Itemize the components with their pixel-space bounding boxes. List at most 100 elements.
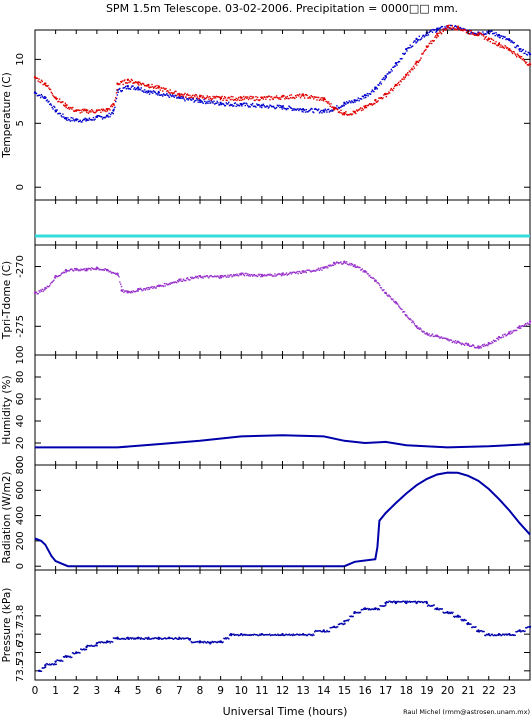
data-point [133,88,135,90]
data-point [395,601,398,603]
data-point [122,87,124,89]
x-tick-label: 0 [32,685,39,697]
data-point [416,601,418,604]
data-point [151,285,153,288]
data-point [353,99,355,101]
data-point [176,94,178,97]
data-point [393,300,395,302]
data-point [280,105,282,107]
data-point [488,32,491,35]
data-point [44,289,46,291]
data-point [324,266,326,268]
data-point [336,626,338,628]
data-point [190,99,193,101]
data-point [523,59,525,62]
data-point [72,106,74,109]
data-point [101,109,104,112]
data-point [129,637,132,639]
x-tick-label: 22 [482,685,495,697]
data-point [359,611,362,614]
data-point [335,262,337,264]
data-point [426,605,429,607]
data-point [115,637,117,639]
data-point [156,637,158,640]
data-point [200,101,202,103]
data-point [414,40,416,42]
data-point [468,623,471,625]
data-point [499,337,501,339]
data-point [343,114,345,116]
data-point [180,278,182,280]
data-point [440,33,443,35]
data-point [116,638,119,640]
data-point [265,106,267,108]
data-point [205,101,208,103]
data-point [308,633,310,635]
data-point [111,271,114,274]
data-point [395,63,397,65]
data-point [360,109,363,112]
data-point [393,301,396,304]
data-point [158,94,161,96]
data-point [200,276,202,278]
data-point [359,98,361,100]
data-point [511,634,513,636]
data-point [398,60,401,63]
data-point [269,104,271,106]
data-point [182,637,184,639]
data-point [314,629,317,632]
data-point [134,88,137,91]
data-point [108,271,110,273]
data-point [514,46,516,48]
data-point [493,32,496,34]
data-point [215,102,218,104]
data-point [288,97,290,100]
data-point [171,94,174,96]
data-point [315,96,317,98]
data-point [453,615,455,618]
data-point [419,327,421,329]
data-point [509,634,511,636]
data-point [280,273,282,276]
data-point [252,634,255,636]
data-point [274,633,277,636]
data-point [342,623,345,626]
data-point [266,634,268,636]
data-point [503,633,505,636]
data-point [49,103,51,106]
x-tick-label: 2 [73,685,80,697]
data-point [156,285,158,287]
data-point [168,282,171,285]
data-point [261,275,263,277]
data-point [397,61,399,64]
data-point [223,97,225,100]
data-point [273,275,275,277]
data-point [142,637,144,640]
data-point [374,102,376,105]
data-point [162,637,165,640]
data-point [478,347,480,349]
data-point [362,109,364,111]
data-point [431,604,433,607]
data-point [460,28,463,30]
data-point [358,612,360,614]
data-point [440,31,442,34]
data-point [519,50,521,53]
data-point [289,634,291,637]
data-point [242,273,245,276]
data-point [435,607,437,610]
data-point [230,95,232,98]
data-point [251,273,253,276]
data-point [389,296,392,298]
data-point [80,648,83,651]
data-point [215,95,218,98]
data-point [406,314,408,317]
data-point [70,268,72,270]
data-point [175,95,177,97]
data-point [308,97,310,99]
data-point [198,641,201,644]
data-point [119,80,122,83]
data-point [63,271,66,274]
data-point [508,634,511,636]
data-point [215,641,217,643]
